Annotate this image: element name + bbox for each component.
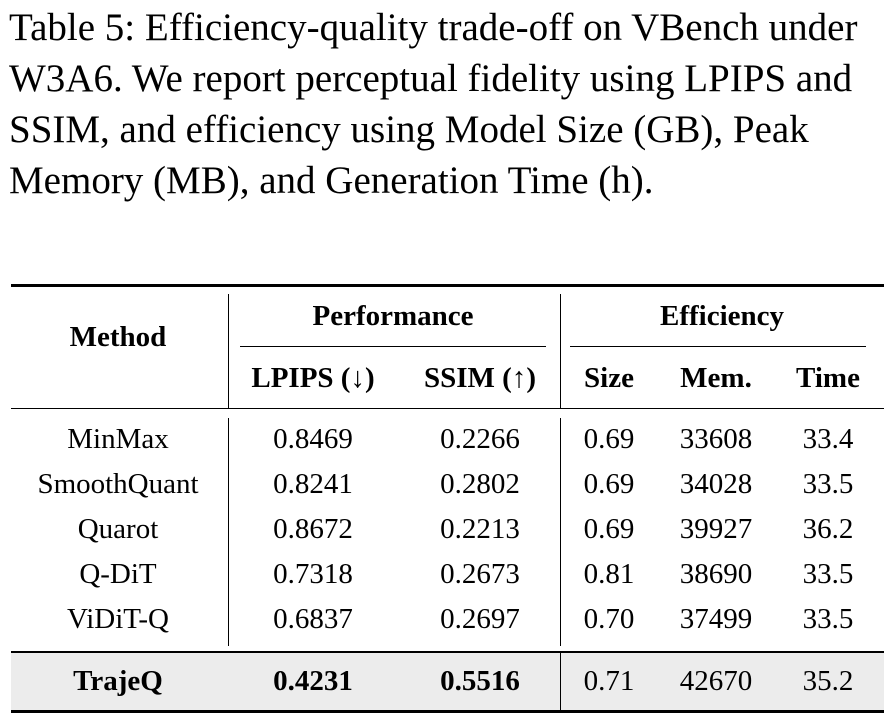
cell-lpips: 0.6837 xyxy=(273,603,353,635)
cell-ssim: 0.2266 xyxy=(440,423,520,455)
cell-lpips: 0.8469 xyxy=(273,423,353,455)
cell-size: 0.69 xyxy=(583,513,635,545)
cell-time: 36.2 xyxy=(802,513,854,545)
header-method: Method xyxy=(69,321,167,353)
cell-ssim: 0.2802 xyxy=(440,468,520,500)
header-time: Time xyxy=(796,362,860,394)
cell-mem: 39927 xyxy=(679,513,753,545)
cell-lpips: 0.4231 xyxy=(273,665,353,697)
highlight-top-rule xyxy=(11,651,884,653)
cell-lpips: 0.7318 xyxy=(273,558,353,590)
cell-mem: 38690 xyxy=(679,558,753,590)
cell-time: 33.4 xyxy=(802,423,854,455)
cell-ssim: 0.2673 xyxy=(440,558,520,590)
header-size: Size xyxy=(584,362,634,394)
cell-method: ViDiT-Q xyxy=(67,603,169,635)
vertical-rule-highlight-right xyxy=(560,653,561,710)
efficiency-cmidrule xyxy=(570,346,866,347)
cell-mem: 33608 xyxy=(679,423,753,455)
cell-method: MinMax xyxy=(67,423,169,455)
cell-ssim: 0.2213 xyxy=(440,513,520,545)
highlight-row-background xyxy=(11,653,884,710)
table-caption: Table 5: Efficiency-quality trade-off on… xyxy=(9,6,858,202)
vertical-rule-header-left xyxy=(228,294,229,408)
cell-method: Quarot xyxy=(77,513,159,545)
cell-mem: 42670 xyxy=(679,665,753,697)
header-mem: Mem. xyxy=(680,362,752,394)
header-ssim: SSIM (↑) xyxy=(424,362,536,394)
cell-size: 0.69 xyxy=(583,423,635,455)
cell-time: 35.2 xyxy=(802,665,854,697)
vertical-rule-body-right xyxy=(560,418,561,646)
vertical-rule-header-right xyxy=(560,294,561,408)
cell-method: SmoothQuant xyxy=(37,468,199,500)
cell-size: 0.71 xyxy=(583,665,635,697)
cell-ssim: 0.2697 xyxy=(440,603,520,635)
cell-mem: 37499 xyxy=(679,603,753,635)
bottom-rule xyxy=(11,710,884,713)
cell-ssim: 0.5516 xyxy=(440,665,520,697)
cell-size: 0.70 xyxy=(583,603,635,635)
cell-method: Q-DiT xyxy=(79,558,157,590)
header-rule xyxy=(11,408,884,409)
cell-method: TrajeQ xyxy=(73,665,163,697)
cell-lpips: 0.8241 xyxy=(273,468,353,500)
cell-lpips: 0.8672 xyxy=(273,513,353,545)
cell-size: 0.81 xyxy=(583,558,635,590)
cell-time: 33.5 xyxy=(802,468,854,500)
header-performance: Performance xyxy=(312,300,474,332)
performance-cmidrule xyxy=(240,346,546,347)
header-efficiency: Efficiency xyxy=(659,300,784,332)
header-lpips: LPIPS (↓) xyxy=(251,362,375,394)
cell-time: 33.5 xyxy=(802,603,854,635)
cell-size: 0.69 xyxy=(583,468,635,500)
top-rule xyxy=(11,284,884,287)
vertical-rule-body-left xyxy=(228,418,229,646)
cell-mem: 34028 xyxy=(679,468,753,500)
cell-time: 33.5 xyxy=(802,558,854,590)
